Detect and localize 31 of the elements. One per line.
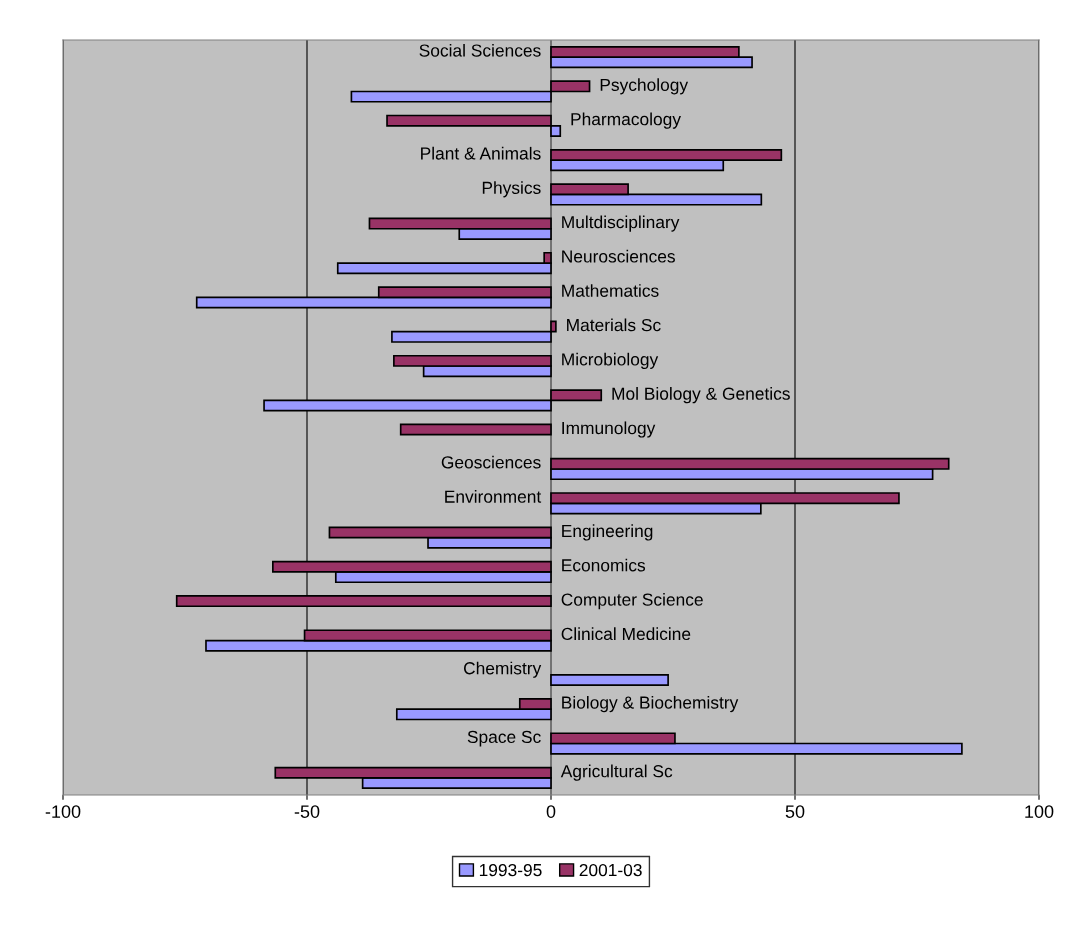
y-tick-label: Economics <box>562 558 646 572</box>
y-tick-label: Neurosciences <box>562 249 675 263</box>
y-tick-label: Microbiology <box>562 352 659 369</box>
y-tick-label: Mol Biology & Genetics <box>612 387 790 404</box>
y-tick-label: Biology & Biochemistry <box>562 695 739 713</box>
y-tick-label: Immunology <box>562 421 656 438</box>
bar <box>399 423 552 436</box>
y-tick-label: Agricultural Sc <box>560 764 673 781</box>
y-tick-label: Pharmacology <box>571 112 681 129</box>
y-tick-label: Multdisciplinary <box>562 215 680 232</box>
y-tick-label: Computer Science <box>561 593 703 610</box>
y-tick-label: Materials Sc <box>567 318 661 332</box>
x-tick-label: -100 <box>45 805 81 818</box>
y-tick-label: Psychology <box>600 78 689 95</box>
y-tick-label: Space Sc <box>467 730 541 747</box>
x-tick-label: 100 <box>1025 805 1054 818</box>
y-tick-label: Plant & Animals <box>421 146 541 160</box>
y-tick-label: Engineering <box>562 524 653 541</box>
x-tick-label: -50 <box>294 805 320 818</box>
y-tick-label: Environment <box>445 490 542 503</box>
bar <box>550 674 669 687</box>
x-tick-label: 0 <box>546 805 556 818</box>
legend-label: 2001-03 <box>579 863 642 877</box>
y-tick-label: Clinical Medicine <box>561 627 691 641</box>
y-tick-label: Mathematics <box>562 284 659 297</box>
legend-label: 1993-95 <box>479 863 542 877</box>
y-tick-label: Physics <box>482 181 541 198</box>
y-tick-label: Social Sciences <box>419 43 541 57</box>
y-tick-label: Geosciences <box>441 455 541 469</box>
x-tick-label: 50 <box>785 805 805 818</box>
y-tick-label: Chemistry <box>463 661 542 678</box>
